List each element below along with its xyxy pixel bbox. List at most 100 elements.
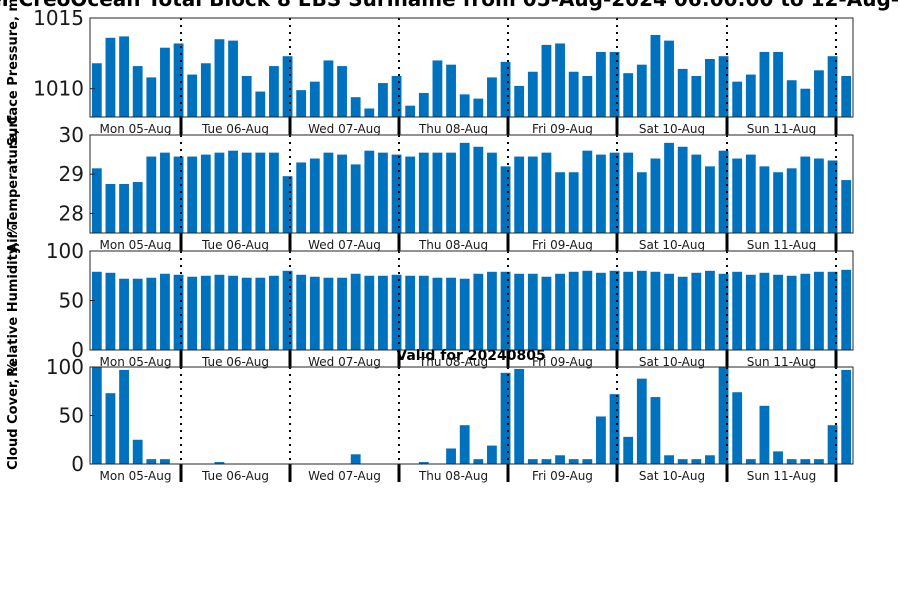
bar-2-32 bbox=[514, 156, 525, 233]
bar-3-54 bbox=[814, 271, 824, 350]
bar-2-56 bbox=[841, 180, 852, 233]
bar-2-21 bbox=[364, 150, 375, 233]
bar-1-13 bbox=[255, 91, 266, 117]
bar-4-2 bbox=[105, 393, 116, 464]
bar-4-39 bbox=[609, 394, 620, 464]
bar-3-55 bbox=[827, 271, 838, 350]
bar-3-48 bbox=[732, 271, 743, 350]
x-tick-label: Sun 11-Aug bbox=[747, 469, 816, 483]
bar-2-42 bbox=[650, 158, 661, 233]
bar-4-44 bbox=[677, 459, 688, 464]
bar-3-16 bbox=[296, 274, 307, 350]
bar-3-22 bbox=[378, 275, 388, 350]
bar-4-35 bbox=[555, 455, 565, 464]
bar-1-31 bbox=[500, 61, 511, 117]
bar-1-47 bbox=[718, 56, 729, 117]
bar-2-22 bbox=[378, 152, 388, 233]
bar-2-30 bbox=[487, 152, 497, 233]
bar-1-49 bbox=[745, 74, 756, 117]
bar-3-20 bbox=[350, 273, 361, 350]
bar-1-51 bbox=[773, 51, 783, 117]
x-tick-label: Mon 05-Aug bbox=[100, 469, 172, 483]
bar-2-24 bbox=[405, 156, 416, 233]
x-tick-label: Tue 06-Aug bbox=[201, 355, 269, 369]
bar-2-34 bbox=[541, 152, 552, 233]
bar-3-10 bbox=[214, 274, 225, 350]
bar-1-6 bbox=[160, 47, 170, 118]
bar-4-34 bbox=[541, 459, 552, 464]
bar-2-40 bbox=[623, 152, 634, 233]
bar-2-4 bbox=[132, 182, 143, 233]
y-axis-label: Relative Humidity, % bbox=[6, 224, 21, 377]
bar-3-35 bbox=[555, 273, 565, 350]
bar-3-4 bbox=[132, 278, 143, 350]
x-tick-label: Sat 10-Aug bbox=[639, 355, 705, 369]
bar-1-16 bbox=[296, 90, 307, 117]
y-tick-label: 100 bbox=[46, 239, 84, 263]
bar-2-49 bbox=[745, 154, 756, 233]
bar-2-17 bbox=[309, 158, 320, 233]
y-tick-label: 1010 bbox=[33, 77, 84, 101]
bar-1-19 bbox=[337, 66, 347, 117]
bar-2-10 bbox=[214, 152, 225, 233]
bar-4-1 bbox=[91, 367, 102, 464]
bar-2-6 bbox=[160, 152, 170, 233]
y-tick-label: 30 bbox=[59, 123, 84, 147]
bar-4-47 bbox=[718, 367, 729, 464]
bar-1-56 bbox=[841, 75, 852, 117]
bar-3-46 bbox=[705, 270, 715, 350]
bar-1-14 bbox=[269, 66, 279, 117]
bar-2-26 bbox=[432, 152, 443, 233]
bar-1-43 bbox=[664, 40, 674, 117]
bar-1-33 bbox=[527, 71, 538, 117]
chart-panel-4: 0 50 100 Mon 05-Aug Tue 06-Aug Wed 07-Aug Thu … bbox=[6, 355, 854, 483]
chart-panel-2: 28 29 30 Mon 05-Aug Tue 06-Aug Wed 07-Aug Thu … bbox=[6, 115, 854, 253]
bar-4-33 bbox=[527, 459, 538, 464]
bar-1-44 bbox=[677, 68, 688, 117]
bar-2-25 bbox=[418, 152, 429, 233]
bar-1-36 bbox=[568, 71, 579, 117]
bar-2-8 bbox=[187, 156, 198, 233]
bar-1-18 bbox=[323, 60, 334, 117]
bar-3-40 bbox=[623, 271, 634, 350]
x-tick-label: Tue 06-Aug bbox=[201, 238, 269, 252]
y-tick-label: 1015 bbox=[33, 6, 84, 30]
bar-1-55 bbox=[827, 56, 838, 117]
bar-3-1 bbox=[91, 271, 102, 350]
bar-1-40 bbox=[623, 73, 634, 117]
bar-4-5 bbox=[146, 459, 157, 464]
bar-3-47 bbox=[718, 273, 729, 350]
bar-4-3 bbox=[119, 369, 129, 464]
y-axis-label: Air Temperature, C bbox=[6, 115, 21, 253]
bar-2-52 bbox=[786, 168, 797, 233]
x-tick-label: Wed 07-Aug bbox=[308, 469, 381, 483]
x-tick-label: Fri 09-Aug bbox=[532, 355, 593, 369]
bar-1-1 bbox=[91, 63, 102, 117]
bar-2-27 bbox=[446, 152, 456, 233]
bar-1-35 bbox=[555, 43, 565, 117]
bar-4-46 bbox=[705, 455, 715, 464]
bar-2-20 bbox=[350, 164, 361, 233]
bar-1-28 bbox=[459, 94, 470, 117]
bar-2-16 bbox=[296, 162, 307, 233]
bar-1-42 bbox=[650, 34, 661, 117]
bar-1-20 bbox=[350, 97, 361, 117]
x-tick-label: Fri 09-Aug bbox=[532, 122, 593, 136]
bar-2-7 bbox=[173, 156, 184, 233]
x-tick-label: Wed 07-Aug bbox=[308, 238, 381, 252]
bar-4-29 bbox=[473, 459, 484, 464]
bar-3-34 bbox=[541, 276, 552, 350]
bar-1-26 bbox=[432, 60, 443, 117]
bar-3-17 bbox=[309, 276, 320, 350]
bar-2-55 bbox=[827, 160, 838, 233]
bar-3-41 bbox=[636, 270, 647, 350]
bar-3-19 bbox=[337, 277, 347, 350]
bar-3-50 bbox=[759, 272, 770, 350]
bar-3-27 bbox=[446, 277, 456, 350]
bar-4-20 bbox=[350, 454, 361, 464]
bar-2-31 bbox=[500, 166, 511, 233]
bar-3-36 bbox=[568, 271, 579, 350]
bar-2-54 bbox=[814, 158, 824, 233]
bar-2-13 bbox=[255, 152, 266, 233]
bar-2-15 bbox=[282, 176, 293, 233]
